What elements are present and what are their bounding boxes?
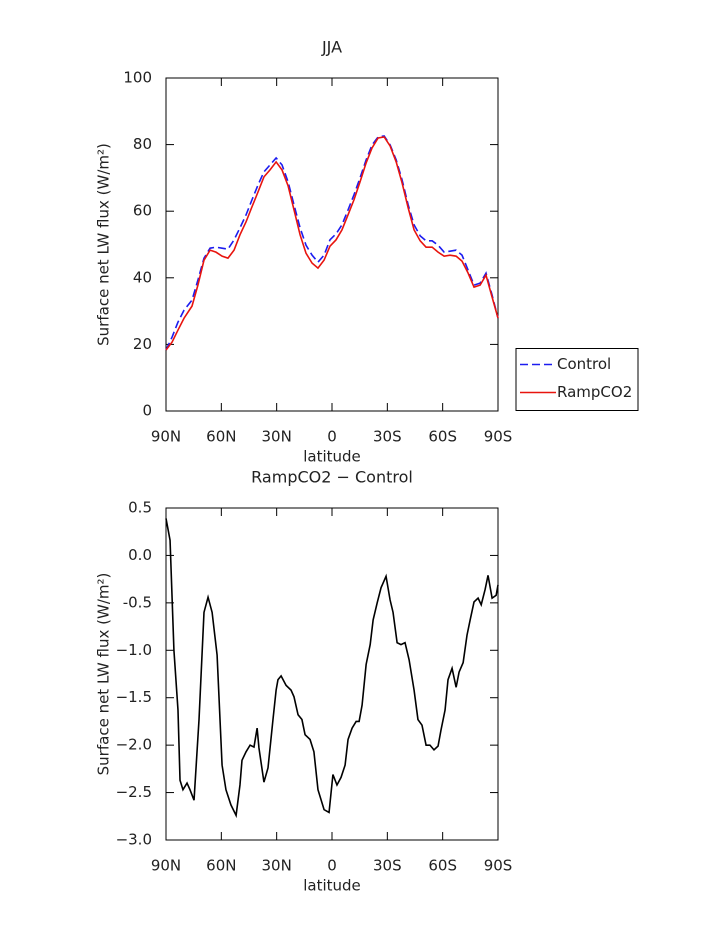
data-line <box>165 136 499 351</box>
y-axis-label: Surface net LW flux (W/m²) <box>95 143 113 346</box>
y-tick-label: −1.5 <box>116 688 152 706</box>
x-tick-label: 90N <box>151 428 181 446</box>
legend-box <box>515 348 639 411</box>
y-tick-label: −3.0 <box>116 831 152 849</box>
y-tick-label: 80 <box>133 135 152 153</box>
x-tick-label: 90S <box>484 857 513 875</box>
chart-title: JJA <box>321 38 342 57</box>
x-tick-label: 30S <box>373 428 402 446</box>
x-tick-label: 0 <box>327 428 337 446</box>
y-tick-label: 20 <box>133 335 152 353</box>
y-tick-label: −2.0 <box>116 736 152 754</box>
x-tick-label: 90S <box>484 428 513 446</box>
x-tick-label: 90N <box>151 857 181 875</box>
y-axis-label: Surface net LW flux (W/m²) <box>95 573 113 776</box>
x-tick-label: 30N <box>262 857 292 875</box>
y-tick-label: 100 <box>123 69 152 87</box>
chart-title: RampCO2 − Control <box>251 468 413 487</box>
y-tick-label: 0 <box>142 402 152 420</box>
x-tick-label: 60S <box>428 428 457 446</box>
y-tick-label: 0.5 <box>128 499 152 517</box>
y-tick-label: −2.5 <box>116 783 152 801</box>
x-tick-label: 60S <box>428 857 457 875</box>
data-line <box>165 518 499 819</box>
legend-label: RampCO2 <box>557 383 632 401</box>
y-tick-label: −1.0 <box>116 641 152 659</box>
x-tick-label: 60N <box>206 428 236 446</box>
x-tick-label: 30S <box>373 857 402 875</box>
x-tick-label: 30N <box>262 428 292 446</box>
data-line <box>165 135 499 351</box>
y-tick-label: -0.5 <box>123 593 152 611</box>
x-tick-label: 0 <box>327 857 337 875</box>
y-tick-label: 0.0 <box>128 546 152 564</box>
x-axis-label: latitude <box>303 877 361 895</box>
y-tick-label: 40 <box>133 268 152 286</box>
legend-label: Control <box>557 355 611 373</box>
y-tick-label: 60 <box>133 202 152 220</box>
x-tick-label: 60N <box>206 857 236 875</box>
x-axis-label: latitude <box>303 448 361 466</box>
